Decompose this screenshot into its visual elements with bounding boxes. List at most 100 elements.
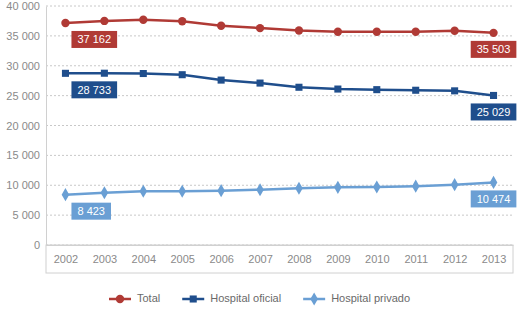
legend-label: Hospital oficial [210, 292, 281, 304]
data-label: 37 162 [71, 31, 117, 48]
y-tick: 15 000 [6, 149, 46, 161]
data-label-box [471, 190, 517, 207]
x-tick-label: 2004 [132, 253, 156, 265]
grid-line [46, 65, 513, 66]
series-marker [295, 26, 303, 34]
data-label-text: 35 503 [477, 43, 511, 55]
series-line [65, 73, 493, 95]
series-marker [62, 188, 70, 201]
x-tick: 2003 [93, 245, 117, 265]
data-labels: 37 162 35 503 28 733 25 029 8 423 10 474 [71, 31, 516, 220]
x-tick: 2013 [482, 245, 506, 265]
series-marker [334, 181, 342, 194]
x-tick-label: 2009 [326, 253, 350, 265]
x-tick: 2007 [248, 245, 272, 265]
legend-item: Hospital oficial [182, 292, 281, 304]
legend: Total Hospital oficial Hospital privado [109, 292, 410, 306]
series-marker [490, 92, 497, 99]
y-axis: 0 5 000 10 000 15 000 20 000 25 000 30 000 35 0… [6, 0, 46, 251]
series-marker [256, 183, 264, 196]
x-tick: 2002 [54, 245, 78, 265]
data-label-box [471, 103, 517, 120]
y-tick: 20 000 [6, 120, 46, 132]
data-label: 28 733 [71, 81, 117, 98]
data-label-text: 10 474 [477, 193, 511, 205]
legend-marker [310, 292, 318, 305]
grid-line [46, 215, 513, 216]
y-tick-label: 30 000 [6, 60, 40, 72]
series-marker [295, 182, 303, 195]
series-marker [62, 70, 69, 77]
legend-marker [190, 295, 197, 302]
legend-label: Hospital privado [331, 292, 410, 304]
y-tick-label: 10 000 [6, 179, 40, 191]
data-label-text: 25 029 [477, 106, 511, 118]
data-label-box [471, 41, 517, 58]
data-label: 25 029 [471, 103, 517, 120]
y-tick-label: 15 000 [6, 149, 40, 161]
series-marker [218, 77, 225, 84]
data-label-text: 8 423 [77, 205, 105, 217]
series-marker [334, 86, 341, 93]
series-marker [101, 186, 109, 199]
series-line [65, 20, 493, 33]
series-marker [256, 24, 264, 32]
x-axis-frame [46, 245, 513, 273]
series-marker [257, 80, 264, 87]
data-label: 35 503 [471, 41, 517, 58]
data-label-box [71, 81, 117, 98]
series-marker [178, 185, 186, 198]
series-marker [490, 176, 498, 189]
x-tick-label: 2007 [248, 253, 272, 265]
series-marker [334, 28, 342, 36]
x-tick-label: 2003 [93, 253, 117, 265]
data-label-text: 37 162 [77, 33, 111, 45]
series-marker [217, 22, 225, 30]
x-tick-label: 2010 [365, 253, 389, 265]
series-line [65, 182, 493, 194]
y-axis-line [46, 7, 47, 246]
legend-label: Total [137, 292, 160, 304]
y-tick: 5 000 [12, 209, 46, 221]
grid [46, 6, 513, 245]
series-marker [451, 87, 458, 94]
series-marker [373, 180, 381, 193]
series-marker [139, 16, 147, 24]
y-tick-label: 0 [34, 239, 40, 251]
series-marker [61, 19, 69, 27]
x-tick: 2009 [326, 245, 350, 265]
series-marker [412, 28, 420, 36]
series-marker [373, 86, 380, 93]
legend-item: Total [109, 292, 160, 304]
y-tick-label: 25 000 [6, 90, 40, 102]
grid-line [46, 6, 513, 7]
y-tick: 25 000 [6, 90, 46, 102]
series-marker [179, 71, 186, 78]
y-tick-label: 5 000 [12, 209, 40, 221]
data-label-box [71, 31, 117, 48]
x-tick-label: 2011 [404, 253, 428, 265]
series-marker [100, 17, 108, 25]
x-tick-label: 2013 [482, 253, 506, 265]
x-tick: 2005 [170, 245, 194, 265]
y-tick: 40 000 [6, 0, 46, 12]
plot-area [61, 16, 497, 202]
grid-line [46, 125, 513, 126]
x-tick-label: 2006 [209, 253, 233, 265]
y-tick: 10 000 [6, 179, 46, 191]
x-tick: 2006 [209, 245, 233, 265]
x-tick-label: 2012 [443, 253, 467, 265]
series-marker [412, 87, 419, 94]
chart: 0 5 000 10 000 15 000 20 000 25 000 30 000 35 0… [0, 0, 519, 325]
data-label-box [71, 203, 111, 220]
y-tick-label: 35 000 [6, 30, 40, 42]
data-label-text: 28 733 [77, 84, 111, 96]
series-marker [217, 184, 225, 197]
series-marker [140, 70, 147, 77]
series-marker [295, 84, 302, 91]
series-marker [450, 27, 458, 35]
x-tick-label: 2002 [54, 253, 78, 265]
x-tick: 2004 [132, 245, 156, 265]
series-marker [139, 185, 147, 198]
x-axis: 2002200320042005200620072008200920102011… [47, 245, 514, 265]
